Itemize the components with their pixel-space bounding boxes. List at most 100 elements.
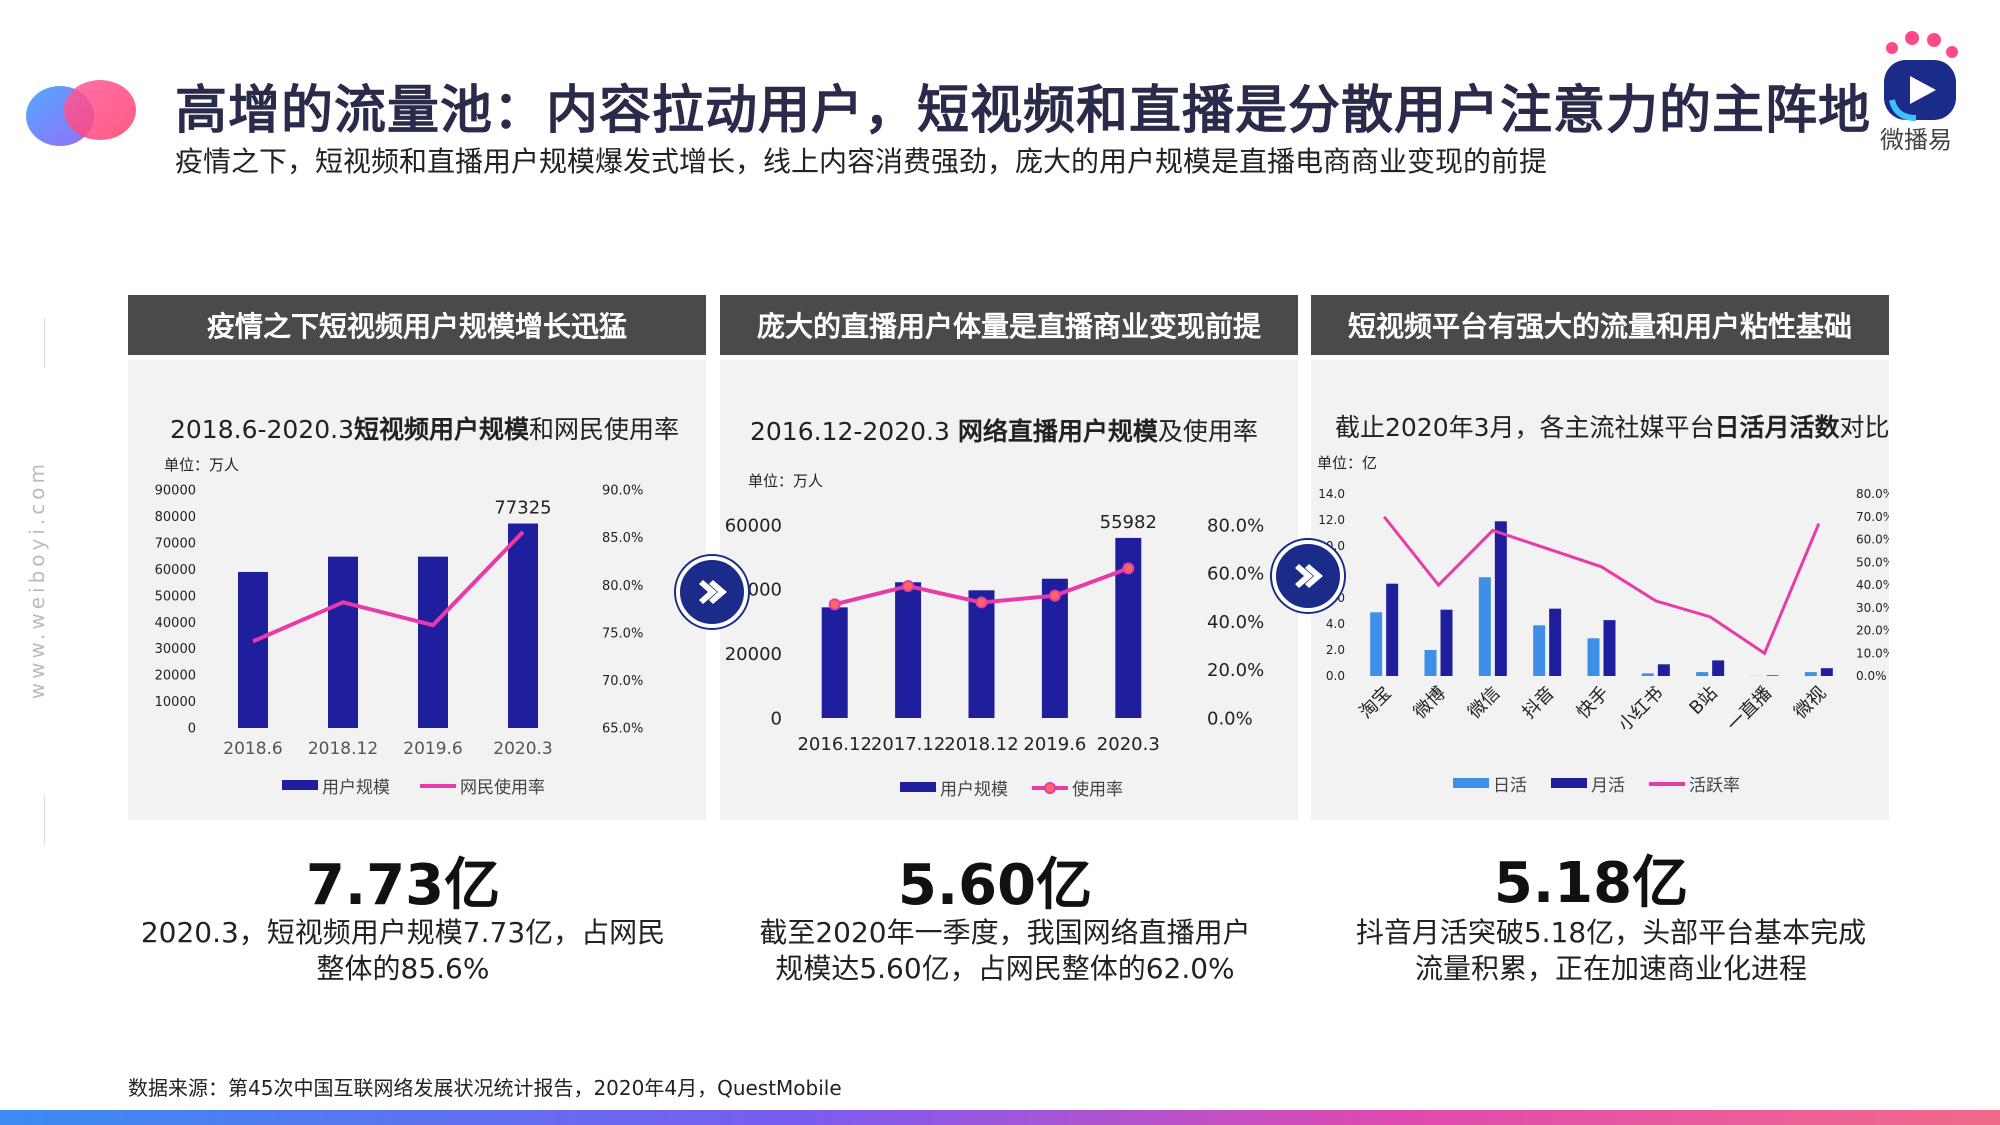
bar-抖音 [1533,625,1546,676]
y-tick-label: 0 [771,708,782,729]
bar-快手 [1587,638,1600,676]
y2-tick-label: 20.0% [1207,660,1264,681]
legend-label: 月活 [1591,776,1625,796]
x-tick-label: 快手 [1573,683,1613,723]
y2-tick-label: 60.0% [1207,564,1264,585]
y2-tick-label: 80.0% [1207,515,1264,536]
y-tick-label: 2.0 [1326,643,1345,657]
y2-tick-label: 75.0% [602,626,643,641]
data-source: 数据来源：第45次中国互联网络发展状况统计报告，2020年4月，QuestMob… [128,1076,842,1100]
y-tick-label: 20000 [155,669,196,684]
legend-swatch [900,782,936,792]
y2-tick-label: 40.0% [1207,612,1264,633]
big-number: 5.60亿 [897,853,1093,918]
bar-小红书 [1641,673,1654,676]
x-tick-label: 2018.6 [223,739,282,759]
y-tick-label: 10000 [155,695,196,710]
chart-live-stream: 02000040000600000.0%20.0%40.0%60.0%80.0%… [725,512,1264,800]
y-tick-label: 0.0 [1326,669,1345,683]
bar-2019.6 [418,556,448,728]
x-tick-label: 2018.12 [944,734,1018,755]
y-tick-label: 60000 [725,515,782,536]
chart-unit: 单位：亿 [1317,454,1378,472]
y2-tick-label: 0.0% [1207,708,1253,729]
y2-tick-label: 70.0% [1856,510,1889,524]
legend-label: 活跃率 [1689,776,1740,796]
y-tick-label: 12.0 [1318,513,1345,527]
logo-blob [26,80,136,146]
bar-一直播 [1766,675,1779,676]
bar-小红书 [1657,664,1670,676]
x-tick-label: 微信 [1464,683,1504,723]
x-tick-label: 一直播 [1723,683,1776,736]
chart-panel-live-stream: 2016.12-2020.3 网络直播用户规模及使用率 单位：万人 0 20000… [720,360,1298,820]
series-line-活跃率 [1382,515,1821,656]
legend-swatch [282,780,318,790]
page-title: 高增的流量池：内容拉动用户，短视频和直播是分散用户注意力的主阵地 [175,81,1872,141]
chart-unit: 单位：万人 [164,456,240,474]
line-point-2018.12 [975,596,988,609]
panel-header-platforms: 短视频平台有强大的流量和用户粘性基础 [1311,295,1889,355]
side-divider [44,318,45,368]
bar-B站 [1712,660,1725,676]
bar-快手 [1603,620,1616,676]
y-tick-label: 60000 [155,563,196,578]
y-tick-label: 30000 [155,642,196,657]
chart-unit: 单位：万人 [748,472,824,490]
x-tick-label: 小红书 [1614,683,1667,736]
x-tick-label: 微视 [1790,683,1830,723]
next-arrow-icon [1272,540,1344,612]
y-tick-label: 50000 [155,589,196,604]
line-point-2017.12 [902,580,915,593]
bar-微信 [1494,521,1507,676]
x-tick-label: 微博 [1410,683,1450,723]
y-tick-label: 4.0 [1326,617,1345,631]
x-tick-label: 2018.12 [308,739,378,759]
x-tick-label: 2019.6 [1023,734,1086,755]
legend-label: 网民使用率 [460,777,545,798]
bar-2017.12 [895,582,922,718]
y2-tick-label: 90.0% [602,484,643,499]
line-point-2016.12 [828,598,841,611]
y-tick-label: 14.0 [1318,487,1345,501]
chart-panel-platforms: 截止2020年3月，各主流社媒平台日活月活数对比 单位：亿 0.0 2.0 4.0 6… [1311,360,1890,820]
chart-platforms: 0.02.04.06.08.010.012.014.00.0%10.0%20.0… [1318,487,1889,796]
x-tick-label: 2020.3 [1097,734,1160,755]
y2-tick-label: 70.0% [602,674,643,689]
y2-tick-label: 10.0% [1856,646,1889,660]
side-url: www.weiboyi.com [25,460,49,700]
y2-tick-label: 60.0% [1856,533,1889,547]
line-point-2019.6 [1048,589,1061,602]
y-tick-label: 70000 [155,536,196,551]
chart-short-video: 0 10000 20000 30000 40000 50000 60000 70000 8000… [155,484,644,798]
line-point-2020.3 [1122,562,1135,575]
big-number: 5.18亿 [1493,851,1689,916]
x-tick-label: 2019.6 [403,739,462,759]
y-tick-label: 80000 [155,510,196,525]
legend-swatch [1453,778,1489,788]
legend-label: 用户规模 [322,778,390,798]
bar-2020.3 [508,523,538,728]
x-tick-label: 抖音 [1518,683,1558,723]
chart-title: 2016.12-2020.3 网络直播用户规模及使用率 [750,417,1258,446]
bar-微博 [1424,650,1437,676]
bar-微博 [1440,609,1453,676]
big-number: 7.73亿 [305,853,501,918]
next-arrow-icon [676,556,748,628]
y-tick-label: 90000 [155,484,196,499]
bar-2018.12 [328,556,358,728]
series-line-网民使用率 [252,530,525,644]
chart-panel-short-video: 2018.6-2020.3短视频用户规模和网民使用率 单位：万人 0 10000 2… [128,360,706,820]
y2-tick-label: 80.0% [602,579,643,594]
bar-微信 [1478,577,1491,676]
y-tick-label: 0 [188,722,196,737]
bar-微视 [1804,672,1817,676]
y2-tick-label: 0.0% [1856,669,1887,683]
y2-tick-label: 30.0% [1856,601,1889,615]
bar-2019.6 [1041,578,1068,718]
panel-description: 2020.3，短视频用户规模7.73亿，占网民 整体的85.6% [140,916,666,985]
bar-2018.6 [238,571,268,728]
page-subtitle: 疫情之下，短视频和直播用户规模爆发式增长，线上内容消费强劲，庞大的用户规模是直播… [175,145,1548,178]
y2-tick-label: 80.0% [1856,487,1889,501]
panel-description: 截至2020年一季度，我国网络直播用户 规模达5.60亿，占网民整体的62.0% [759,916,1251,985]
